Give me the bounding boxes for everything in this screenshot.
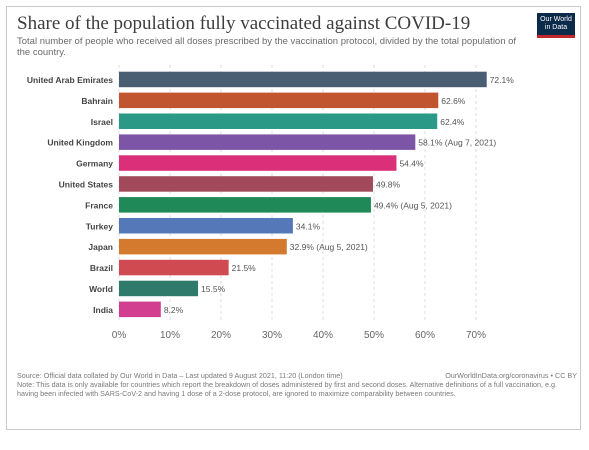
- source-text: Source: Official data collated by Our Wo…: [17, 371, 343, 380]
- value-label: 15.5%: [201, 284, 226, 294]
- note-text: Note: This data is only available for co…: [17, 380, 558, 398]
- logo-line-1: Our World: [540, 16, 572, 23]
- category-label: India: [93, 305, 113, 315]
- bar-united-arab-emirates[interactable]: [119, 71, 487, 88]
- category-label: United Kingdom: [47, 138, 113, 148]
- x-tick-label: 10%: [160, 330, 180, 341]
- category-label: Japan: [88, 242, 113, 252]
- value-label: 49.8%: [376, 179, 401, 189]
- category-label: United States: [59, 179, 114, 189]
- bar-germany[interactable]: [119, 155, 397, 171]
- value-label: 32.9% (Aug 5, 2021): [290, 242, 368, 252]
- chart-subtitle: Total number of people who received all …: [17, 36, 517, 58]
- bar-brazil[interactable]: [119, 259, 229, 276]
- category-label: United Arab Emirates: [27, 75, 113, 85]
- x-tick-label: 40%: [313, 330, 333, 341]
- x-tick-label: 0%: [112, 330, 127, 341]
- value-label: 8.2%: [164, 305, 184, 315]
- value-label: 62.4%: [440, 117, 465, 127]
- bar-france[interactable]: [119, 197, 371, 213]
- bar-japan[interactable]: [119, 238, 287, 255]
- category-label: Turkey: [86, 221, 114, 231]
- value-label: 34.1%: [296, 221, 321, 231]
- category-label: World: [89, 284, 113, 294]
- bar-united-states[interactable]: [119, 176, 373, 192]
- logo-line-2: in Data: [544, 24, 568, 31]
- bar-india[interactable]: [119, 301, 161, 318]
- owid-logo[interactable]: Our World in Data: [537, 13, 575, 38]
- value-label: 54.4%: [399, 159, 424, 169]
- bar-chart: United Arab Emirates Bahrain Israel United …: [27, 65, 515, 341]
- value-label: 49.4% (Aug 5, 2021): [374, 200, 452, 210]
- x-tick-label: 60%: [415, 330, 435, 341]
- bar-israel[interactable]: [119, 113, 438, 130]
- value-label: 58.1% (Aug 7, 2021): [418, 138, 496, 148]
- category-label: Germany: [76, 159, 113, 169]
- x-tick-label: 70%: [466, 330, 486, 341]
- source-notes: Source: Official data collated by Our Wo…: [17, 371, 577, 398]
- bar-united-kingdom[interactable]: [119, 134, 416, 150]
- value-label: 62.6%: [441, 96, 466, 106]
- x-tick-label: 50%: [364, 330, 384, 341]
- category-label: Bahrain: [81, 96, 113, 106]
- value-label: 72.1%: [490, 75, 515, 85]
- category-label: France: [85, 200, 113, 210]
- source-url[interactable]: OurWorldInData.org/coronavirus • CC BY: [445, 371, 577, 380]
- category-label: Brazil: [90, 263, 113, 273]
- category-label: Israel: [91, 117, 113, 127]
- x-tick-label: 30%: [262, 330, 282, 341]
- chart-frame: Share of the population fully vaccinated…: [6, 6, 581, 430]
- value-label: 21.5%: [232, 263, 257, 273]
- bar-world[interactable]: [119, 280, 199, 297]
- x-tick-label: 20%: [211, 330, 231, 341]
- chart-title: Share of the population fully vaccinated…: [17, 13, 471, 34]
- bar-turkey[interactable]: [119, 218, 293, 234]
- bar-bahrain[interactable]: [119, 92, 439, 109]
